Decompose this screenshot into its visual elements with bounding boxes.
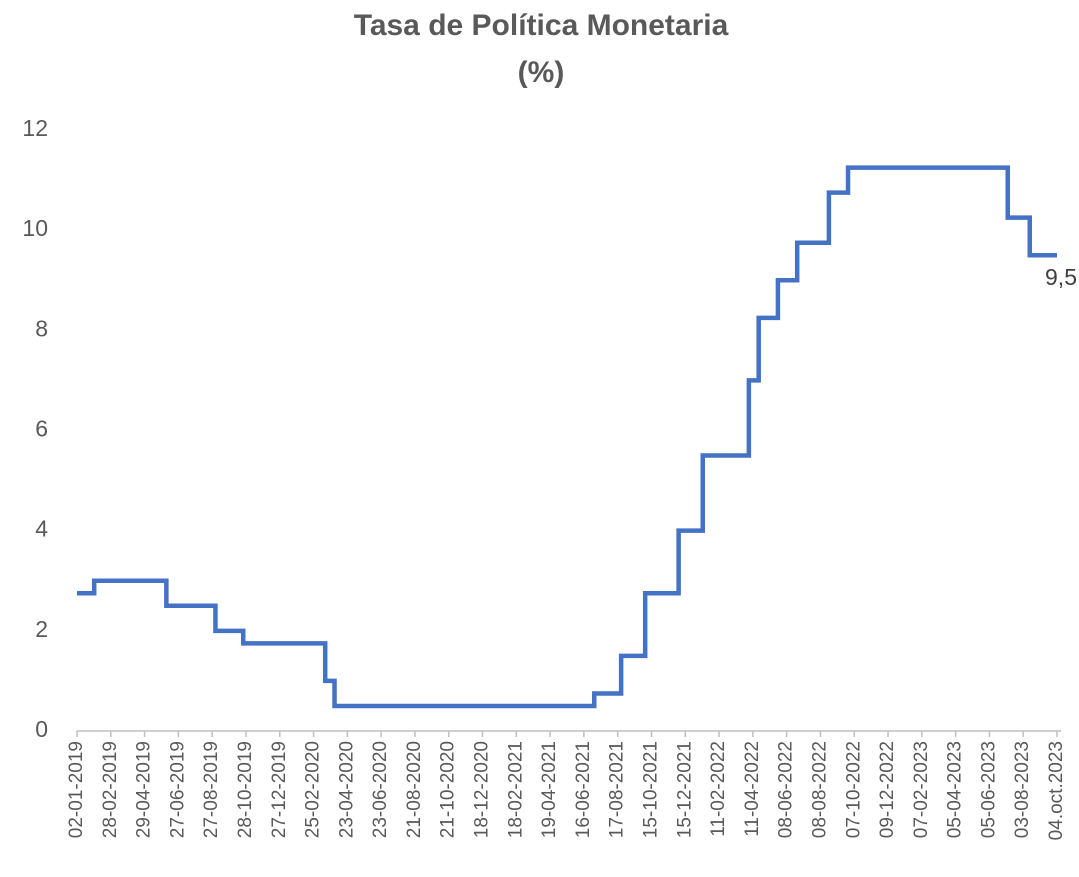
x-tick-label: 21-08-2020 — [404, 741, 425, 838]
x-tick-label: 08-06-2022 — [776, 741, 797, 838]
y-tick-label: 2 — [35, 616, 48, 642]
x-tick-label: 15-12-2021 — [674, 741, 695, 838]
y-tick-label: 8 — [35, 315, 48, 341]
x-tick-label: 03-08-2023 — [1012, 741, 1033, 838]
x-tick-label: 11-04-2022 — [742, 741, 763, 837]
x-tick-label: 05-04-2023 — [945, 741, 966, 838]
x-tick-label: 15-10-2021 — [640, 741, 661, 838]
data-label: 9,5 — [1045, 264, 1077, 290]
x-tick-label: 21-10-2020 — [438, 741, 459, 838]
x-tick-label: 11-02-2022 — [708, 741, 729, 837]
x-tick-label: 27-08-2019 — [201, 741, 222, 838]
y-tick-label: 6 — [35, 416, 48, 442]
x-tick-label: 18-12-2020 — [472, 741, 493, 838]
x-tick-label: 28-02-2019 — [100, 741, 121, 838]
y-tick-label: 10 — [22, 215, 48, 241]
x-tick-label: 23-04-2020 — [336, 741, 357, 838]
chart-subtitle: (%) — [518, 56, 565, 89]
x-tick-label: 09-12-2022 — [877, 741, 898, 838]
x-tick-label: 23-06-2020 — [370, 741, 391, 838]
x-tick-label: 27-06-2019 — [167, 741, 188, 838]
chart-title: Tasa de Política Monetaria — [354, 9, 729, 42]
x-tick-label: 16-06-2021 — [573, 741, 594, 838]
x-tick-label: 27-12-2019 — [269, 741, 290, 838]
x-tick-label: 08-08-2022 — [809, 741, 830, 838]
y-tick-label: 0 — [35, 716, 48, 742]
y-tick-label: 12 — [22, 115, 48, 141]
x-tick-label: 18-02-2021 — [505, 741, 526, 838]
x-tick-label: 05-06-2023 — [978, 741, 999, 838]
line — [77, 165, 1057, 709]
x-tick-label: 07-10-2022 — [843, 741, 864, 838]
x-tick-label: 29-04-2019 — [134, 741, 155, 838]
x-tick-label: 07-02-2023 — [911, 741, 932, 838]
x-tick-label: 04.oct.2023 — [1046, 741, 1067, 840]
x-tick-label: 19-04-2021 — [539, 741, 560, 838]
x-tick-label: 17-08-2021 — [607, 741, 628, 838]
x-tick-label: 28-10-2019 — [235, 741, 256, 838]
x-tick-label: 25-02-2020 — [303, 741, 324, 838]
y-tick-label: 4 — [35, 516, 48, 542]
x-tick-label: 02-01-2019 — [66, 741, 87, 838]
